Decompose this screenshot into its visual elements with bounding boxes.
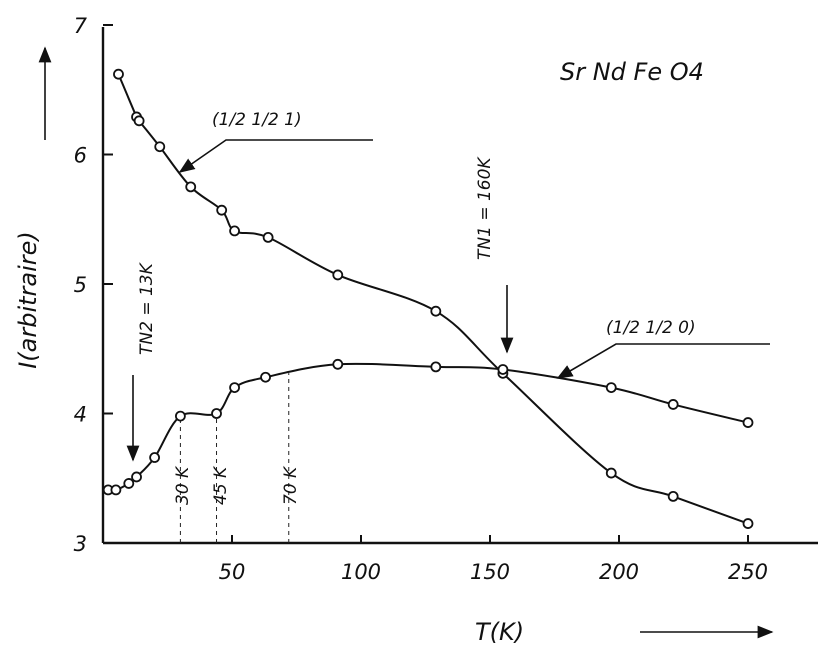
data-point	[430, 361, 442, 373]
data-point	[667, 490, 679, 502]
y-tick-label: 6	[74, 144, 87, 168]
data-point	[110, 484, 122, 496]
y-axis-label: I(arbitraire)	[14, 231, 42, 369]
series-2-leader	[556, 343, 770, 379]
data-point	[605, 382, 617, 394]
data-point	[742, 518, 754, 529]
series-curve-1	[117, 73, 749, 525]
series-label-1: (1/2 1/2 1)	[212, 110, 302, 130]
y-tick-label: 4	[74, 403, 87, 427]
data-point	[154, 141, 166, 153]
data-point	[113, 68, 124, 80]
data-point	[174, 410, 186, 422]
data-point	[123, 478, 135, 489]
data-point	[332, 269, 344, 281]
data-point	[742, 417, 754, 428]
data-point	[497, 364, 509, 375]
x-tick-label: 200	[599, 560, 639, 584]
x-ticks: 50 100 150 200 250	[219, 535, 768, 584]
data-point	[332, 358, 344, 370]
series-curve-2	[108, 362, 749, 492]
chart-title: Sr Nd Fe O4	[560, 58, 704, 86]
y-tick-label: 5	[74, 273, 87, 297]
y-tick-label: 7	[74, 14, 88, 38]
data-point	[149, 452, 161, 463]
annotation-45k: 45 K	[211, 465, 231, 505]
data-point	[229, 382, 240, 394]
data-point	[131, 471, 142, 483]
annotation-tn1: TN1 = 160K	[475, 156, 495, 260]
annotation-tn2: TN2 = 13K	[137, 261, 157, 355]
data-point	[133, 115, 145, 127]
x-tick-label: 50	[219, 560, 246, 584]
x-tick-label: 100	[341, 560, 381, 584]
series-1-leader	[178, 139, 373, 173]
data-point	[430, 305, 442, 317]
data-point	[185, 181, 197, 193]
data-point	[262, 231, 274, 243]
annotation-70k: 70 K	[281, 465, 301, 505]
data-point	[229, 225, 240, 237]
annotation-30k: 30 K	[173, 465, 193, 505]
data-points	[102, 68, 754, 529]
data-point	[211, 408, 222, 419]
data-point	[667, 399, 679, 410]
data-point	[260, 371, 271, 383]
x-axis-label: T(K)	[475, 618, 524, 646]
x-tick-label: 250	[728, 560, 768, 584]
data-point	[216, 204, 228, 216]
y-ticks: 3 4 5 6 7	[74, 14, 113, 556]
x-tick-label: 150	[470, 560, 510, 584]
transition-dashed-lines	[179, 373, 290, 543]
data-point	[605, 467, 617, 479]
y-tick-label: 3	[74, 532, 87, 556]
series-label-2: (1/2 1/2 0)	[606, 318, 696, 338]
fit-curves	[108, 73, 749, 525]
